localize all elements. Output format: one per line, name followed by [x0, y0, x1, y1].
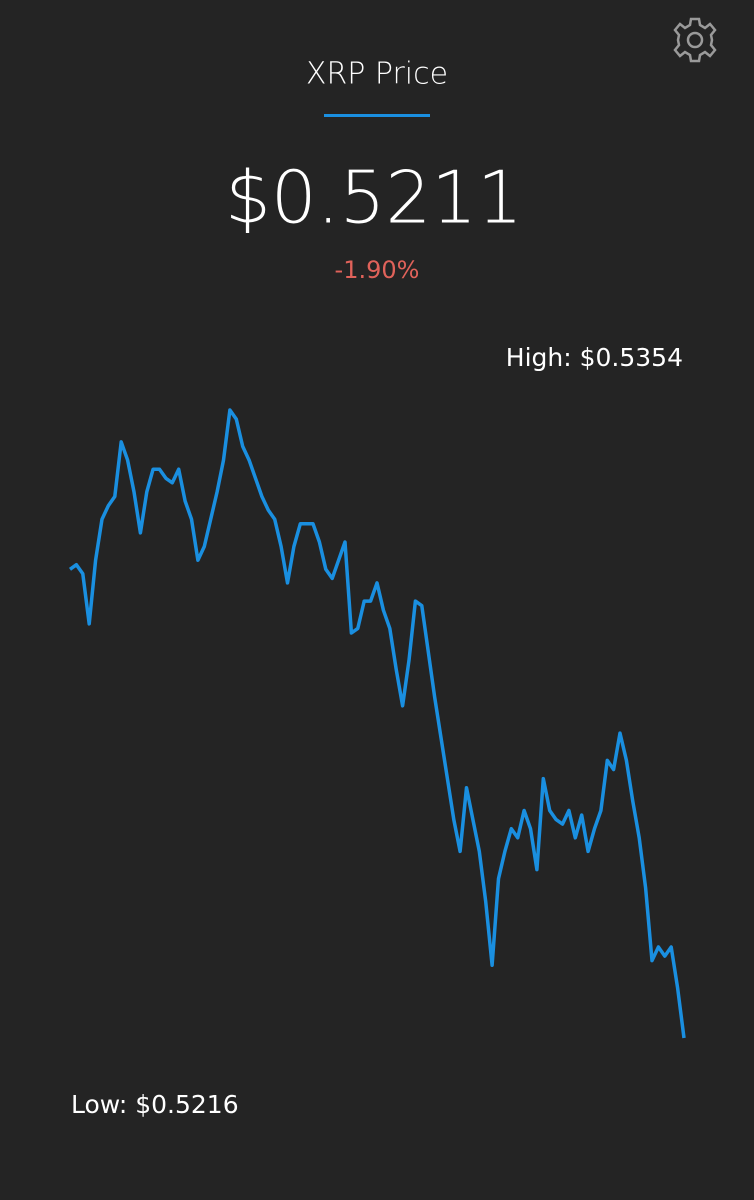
chart — [68, 408, 686, 1039]
settings-button[interactable] — [673, 17, 717, 63]
price: $0.5211 — [225, 156, 523, 240]
change: -1.90% — [335, 256, 420, 284]
gear-hole — [686, 31, 704, 49]
high-label: High: $0.5354 — [506, 343, 683, 372]
gear-icon — [673, 17, 717, 63]
low-label: Low: $0.5216 — [71, 1090, 239, 1119]
title: XRP Price — [306, 57, 448, 92]
title-underline — [324, 114, 430, 117]
price-line — [68, 408, 686, 1039]
